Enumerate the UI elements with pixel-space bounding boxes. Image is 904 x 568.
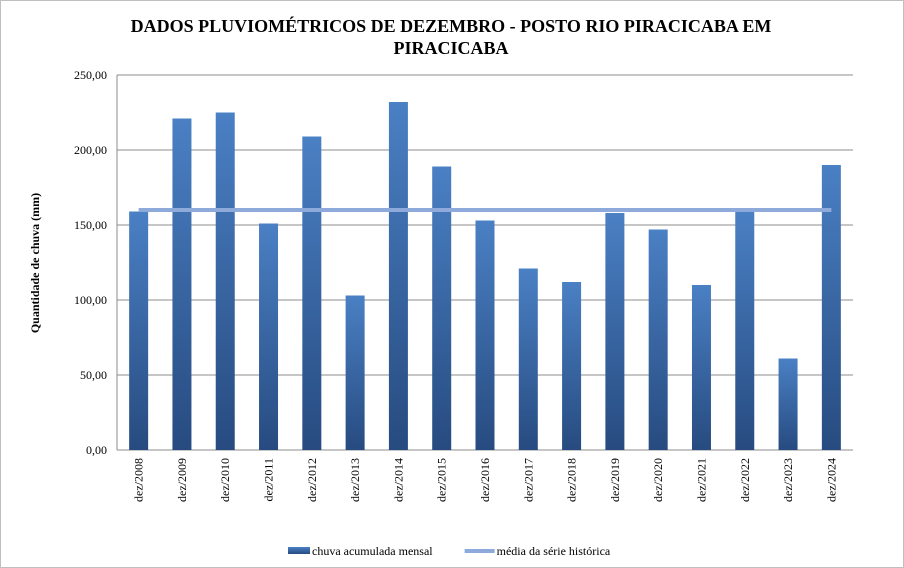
- bar: [778, 358, 798, 450]
- x-tick-label: dez/2013: [348, 458, 362, 502]
- y-tick-label: 50,00: [80, 368, 107, 382]
- bar: [648, 229, 668, 450]
- x-tick-label: dez/2022: [738, 458, 752, 502]
- bar: [605, 213, 625, 450]
- y-tick-label: 150,00: [74, 218, 107, 232]
- x-tick-label: dez/2023: [781, 458, 795, 502]
- bar: [432, 166, 452, 450]
- bar: [691, 285, 711, 450]
- bar: [345, 295, 365, 450]
- x-tick-label: dez/2012: [305, 458, 319, 502]
- chart-title: DADOS PLUVIOMÉTRICOS DE DEZEMBRO - POSTO…: [130, 16, 772, 58]
- x-tick-label: dez/2017: [521, 458, 535, 502]
- y-tick-label: 100,00: [74, 293, 107, 307]
- bar: [302, 136, 322, 450]
- x-tick-label: dez/2024: [824, 458, 838, 502]
- x-tick-label: dez/2015: [435, 458, 449, 502]
- x-tick-label: dez/2014: [391, 458, 405, 502]
- bar: [129, 211, 149, 450]
- x-tick-label: dez/2011: [262, 458, 276, 502]
- y-tick-label: 200,00: [74, 143, 107, 157]
- x-tick-label: dez/2021: [694, 458, 708, 502]
- bar: [215, 112, 235, 450]
- bar: [562, 282, 582, 450]
- x-tick-label: dez/2010: [218, 458, 232, 502]
- bar: [388, 102, 408, 450]
- x-tick-label: dez/2008: [132, 458, 146, 502]
- legend-swatch: [288, 547, 310, 554]
- bar: [259, 223, 279, 450]
- x-tick-label: dez/2020: [651, 458, 665, 502]
- x-tick-label: dez/2016: [478, 458, 492, 502]
- bar: [518, 268, 538, 450]
- y-tick-label: 0,00: [86, 443, 107, 457]
- legend-label: média da série histórica: [497, 544, 611, 558]
- bar: [172, 118, 192, 450]
- y-axis-label: Quantidade de chuva (mm): [28, 193, 42, 333]
- bar: [475, 220, 495, 450]
- legend-label: chuva acumulada mensal: [312, 544, 433, 558]
- bar: [821, 165, 841, 450]
- x-tick-label: dez/2009: [175, 458, 189, 502]
- y-tick-label: 250,00: [74, 68, 107, 82]
- x-tick-label: dez/2018: [565, 458, 579, 502]
- x-tick-label: dez/2019: [608, 458, 622, 502]
- bar: [735, 211, 755, 450]
